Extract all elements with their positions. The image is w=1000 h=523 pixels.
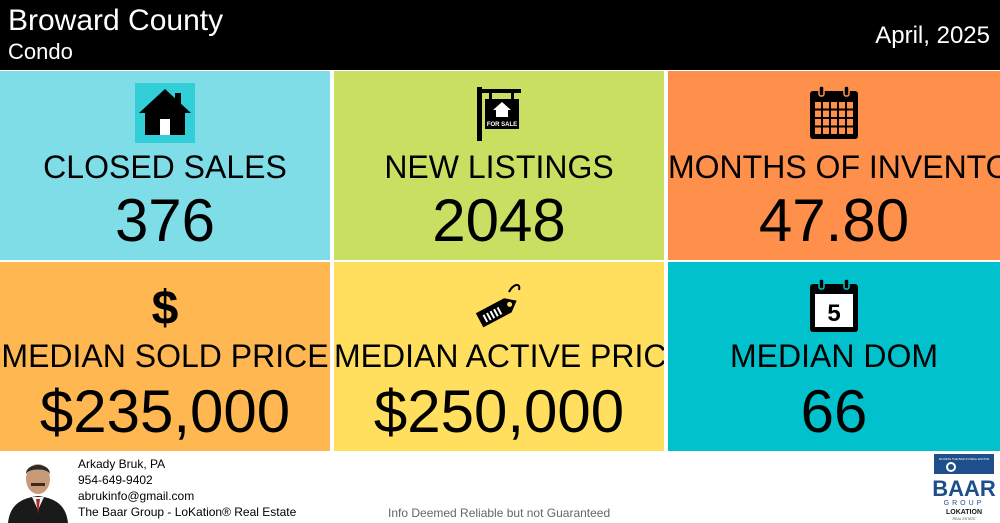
svg-text:REAL ESTATE: REAL ESTATE [952,517,976,521]
agent-company: The Baar Group - LoKation® Real Estate [78,505,297,519]
tile-value: 66 [800,378,868,445]
house-icon [0,83,330,143]
svg-text:LOKATION: LOKATION [946,509,982,516]
tile-value: 2048 [432,187,566,254]
tile-value: $250,000 [373,378,625,445]
tile-label: MEDIAN DOM [730,338,938,374]
county-title: Broward County [8,4,224,37]
property-type: Condo [8,39,73,64]
svg-text:BAAR: BAAR [932,476,996,501]
tile-label: MEDIAN ACTIVE PRICE [334,338,664,374]
svg-text:GROUP: GROUP [944,500,985,507]
months-of-inventory-tile: MONTHS OF INVENTORY 47.80 [668,71,1000,260]
report-footer: Arkady Bruk, PA 954-649-9402 abrukinfo@g… [0,452,1000,523]
baar-group-logo: RAISING THE BAR IN REAL ESTATE BAAR GROU… [932,454,996,522]
closed-sales-tile: CLOSED SALES 376 [0,71,330,260]
dollar-icon: $ [0,276,330,336]
agent-name: Arkady Bruk, PA [78,457,166,471]
agent-photo [4,454,72,523]
for-sale-text: FOR SALE [487,122,517,128]
tile-label: MEDIAN SOLD PRICE [1,338,329,374]
calendar-icon [668,83,1000,143]
price-tag-icon [334,276,664,336]
median-sold-price-tile: $ MEDIAN SOLD PRICE $235,000 [0,262,330,451]
dollar-glyph: $ [152,282,179,335]
agent-email: abrukinfo@gmail.com [78,489,195,503]
report-header: Broward County Condo April, 2025 [0,0,1000,70]
disclaimer: Info Deemed Reliable but not Guaranteed [388,506,611,520]
report-period: April, 2025 [875,22,990,49]
calendar-day-number: 5 [827,300,840,327]
tile-label: MONTHS OF INVENTORY [668,149,1000,185]
tile-value: 376 [114,187,216,254]
median-active-price-tile: MEDIAN ACTIVE PRICE $250,000 [334,262,664,451]
agent-phone: 954-649-9402 [78,473,153,487]
tile-value: 47.80 [758,187,910,254]
svg-text:RAISING THE BAR IN REAL ESTATE: RAISING THE BAR IN REAL ESTATE [939,457,990,461]
tile-label: NEW LISTINGS [384,149,614,185]
median-dom-tile: 5 MEDIAN DOM 66 [668,262,1000,451]
agent-contact: Arkady Bruk, PA 954-649-9402 abrukinfo@g… [78,456,296,520]
new-listings-tile: FOR SALE NEW LISTINGS 2048 [334,71,664,260]
tile-value: $235,000 [39,378,291,445]
calendar-day-icon: 5 [668,276,1000,336]
tile-label: CLOSED SALES [43,149,287,185]
for-sale-sign-icon: FOR SALE [334,83,664,143]
